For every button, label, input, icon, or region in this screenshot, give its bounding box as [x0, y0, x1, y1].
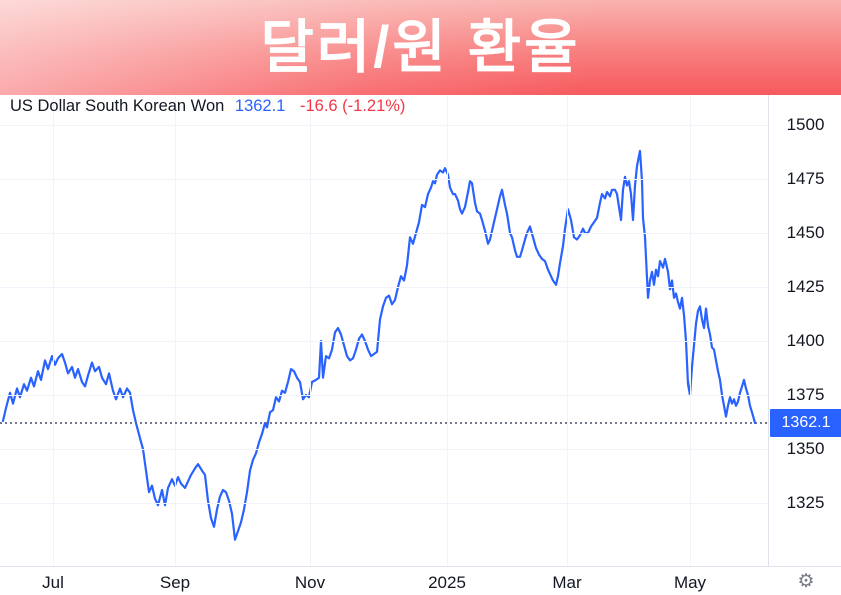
- gridline-vertical: [175, 95, 176, 566]
- time-tick-label: Nov: [294, 573, 326, 592]
- price-tick-label: 1500: [786, 115, 825, 134]
- price-tick-label: 1350: [786, 439, 825, 458]
- chart-legend: US Dollar South Korean Won 1362.1 -16.6 …: [10, 97, 405, 116]
- price-chart: US Dollar South Korean Won 1362.1 -16.6 …: [0, 95, 841, 595]
- time-tick-label: Sep: [159, 573, 191, 592]
- last-price-dotted-line: [0, 421, 768, 424]
- time-tick-label: May: [673, 573, 707, 592]
- legend-price-change: -16.6 (-1.21%): [299, 97, 406, 115]
- gridline-horizontal: [0, 341, 768, 342]
- price-tick-label: 1450: [786, 223, 825, 242]
- time-scale-axis[interactable]: ⚙ Jul Sep Nov 2025 Mar May: [0, 566, 841, 595]
- price-scale-axis[interactable]: 1362.1 1325 1350 1375 1400 1425 1450 1475 1500: [768, 95, 841, 566]
- legend-last-price: 1362.1: [234, 97, 286, 115]
- chart-plot-canvas[interactable]: [0, 95, 768, 566]
- time-tick-label: Mar: [552, 573, 582, 592]
- price-line-path: [1, 149, 757, 541]
- price-line-series: [1, 149, 757, 541]
- gridline-horizontal: [0, 179, 768, 180]
- gridline-vertical: [310, 95, 311, 566]
- title-banner: 달러/원 환율: [0, 0, 841, 95]
- price-tick-label: 1325: [786, 493, 825, 512]
- gridline-horizontal: [0, 395, 768, 396]
- price-tick-label: 1475: [786, 169, 825, 188]
- gridline-vertical: [690, 95, 691, 566]
- time-tick-label: Jul: [42, 573, 64, 592]
- gridline-vertical: [567, 95, 568, 566]
- gridline-horizontal: [0, 287, 768, 288]
- time-tick-label: 2025: [428, 573, 466, 592]
- gridline-vertical: [53, 95, 54, 566]
- price-tick-label: 1400: [786, 331, 825, 350]
- settings-gear-icon[interactable]: ⚙: [797, 571, 815, 592]
- gridline-horizontal: [0, 125, 768, 126]
- legend-symbol-name[interactable]: US Dollar South Korean Won: [10, 97, 225, 115]
- gridline-horizontal: [0, 503, 768, 504]
- gridline-vertical: [447, 95, 448, 566]
- gridline-horizontal: [0, 449, 768, 450]
- price-tick-label: 1425: [786, 277, 825, 296]
- page-title: 달러/원 환율: [260, 15, 581, 80]
- gridline-horizontal: [0, 233, 768, 234]
- last-price-badge: 1362.1: [770, 408, 841, 437]
- price-tick-label: 1375: [786, 385, 825, 404]
